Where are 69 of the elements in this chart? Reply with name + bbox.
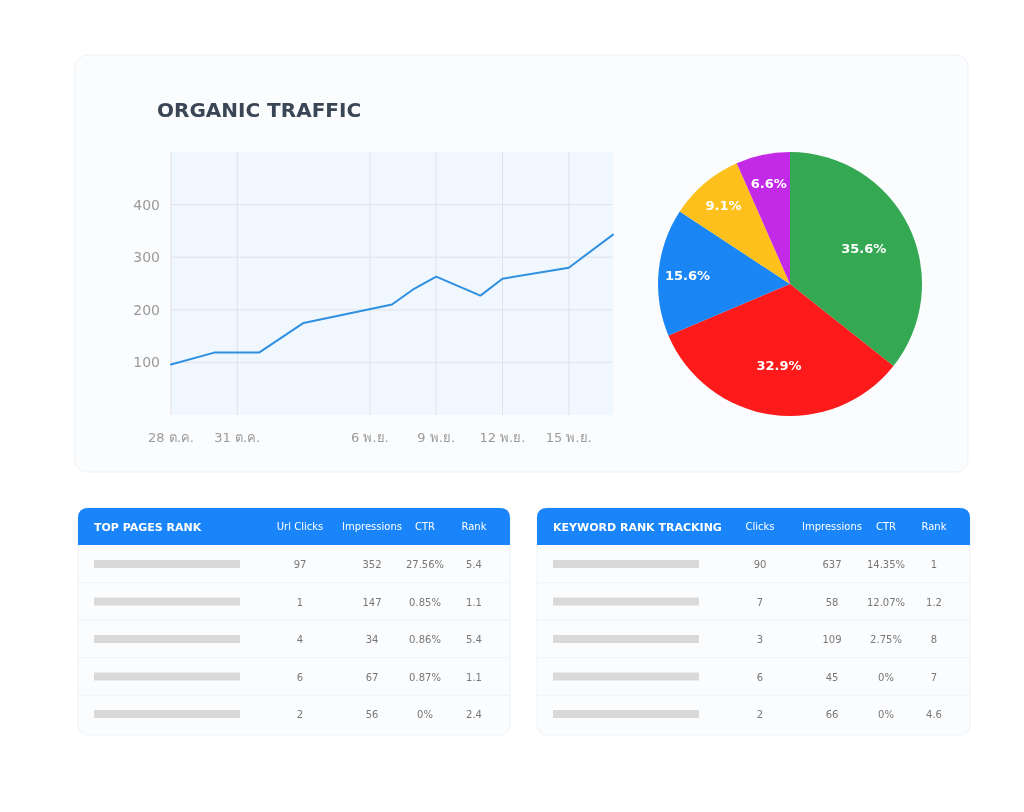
data-label: 35.6% xyxy=(841,241,887,257)
text: 0% xyxy=(878,671,894,683)
text: 2 xyxy=(756,709,764,720)
text: 58 xyxy=(825,596,839,608)
data-label: 9.1% xyxy=(705,198,742,214)
text: 6 xyxy=(296,671,304,683)
category-label: Rank xyxy=(921,521,947,532)
text: 1.1 xyxy=(466,671,482,683)
data-label: 32.9% xyxy=(756,358,802,374)
category-label: Clicks xyxy=(745,521,775,532)
x-tick-label: 28 ต.ค. xyxy=(148,430,194,445)
text: 109 xyxy=(822,634,842,645)
category-label: CTR xyxy=(414,521,436,532)
text: 8 xyxy=(930,634,938,645)
text: 1 xyxy=(296,596,304,608)
text: 34 xyxy=(365,634,379,645)
text: 6 xyxy=(756,671,764,683)
text: 45 xyxy=(825,671,839,683)
text: 7 xyxy=(930,671,938,683)
x-tick-label: 9 พ.ย. xyxy=(417,430,456,445)
category-label: Url Clicks xyxy=(276,521,324,532)
text: 0.85% xyxy=(409,596,441,608)
text: 147 xyxy=(362,596,382,608)
text: 1.1 xyxy=(466,596,482,608)
pie-slice xyxy=(658,211,790,336)
x-tick-label: 6 พ.ย. xyxy=(351,430,389,445)
category-label: CTR xyxy=(875,521,897,532)
text: 5.4 xyxy=(466,634,482,645)
text: 4.6 xyxy=(926,709,942,720)
x-tick-label: 12 พ.ย. xyxy=(479,430,526,445)
text: 0.86% xyxy=(409,634,441,645)
text: 66 xyxy=(825,709,839,720)
text: 90 xyxy=(753,559,767,570)
x-tick-label: 31 ต.ค. xyxy=(214,430,261,445)
line-series xyxy=(170,233,614,366)
category-label: Rank xyxy=(461,521,487,532)
pie-slice xyxy=(668,284,894,416)
x-tick-label: 15 พ.ย. xyxy=(545,430,592,445)
y-tick-label: 100 xyxy=(133,354,160,371)
text: 1.2 xyxy=(926,596,942,608)
text: 7 xyxy=(756,596,764,608)
text: 0.87% xyxy=(409,671,441,683)
text: KEYWORD RANK TRACKING xyxy=(553,521,722,534)
text: 14.35% xyxy=(866,559,906,570)
category-label: Impressions xyxy=(802,521,862,532)
category-label: Impressions xyxy=(342,521,402,532)
text: 56 xyxy=(365,709,379,720)
text: 637 xyxy=(822,559,842,570)
text: 67 xyxy=(365,671,379,683)
text: 0% xyxy=(878,709,894,720)
text: 2.4 xyxy=(466,709,482,720)
data-label: 15.6% xyxy=(664,267,711,283)
text: 12.07% xyxy=(866,596,906,608)
text: 5.4 xyxy=(466,559,482,570)
y-tick-label: 400 xyxy=(133,196,160,213)
text: 27.56% xyxy=(405,559,445,570)
text: 2.75% xyxy=(870,634,902,645)
text: 1 xyxy=(930,559,938,570)
y-tick-label: 200 xyxy=(133,301,160,318)
y-tick-label: 300 xyxy=(133,249,160,266)
text: 0% xyxy=(417,709,433,720)
text: 97 xyxy=(293,559,307,570)
data-label: 6.6% xyxy=(750,176,787,192)
text: 4 xyxy=(296,634,304,645)
text: TOP PAGES RANK xyxy=(94,521,202,534)
chart-title: ORGANIC TRAFFIC xyxy=(157,98,362,122)
text: 3 xyxy=(756,634,764,645)
text: 2 xyxy=(296,709,304,720)
text: 352 xyxy=(362,559,382,570)
